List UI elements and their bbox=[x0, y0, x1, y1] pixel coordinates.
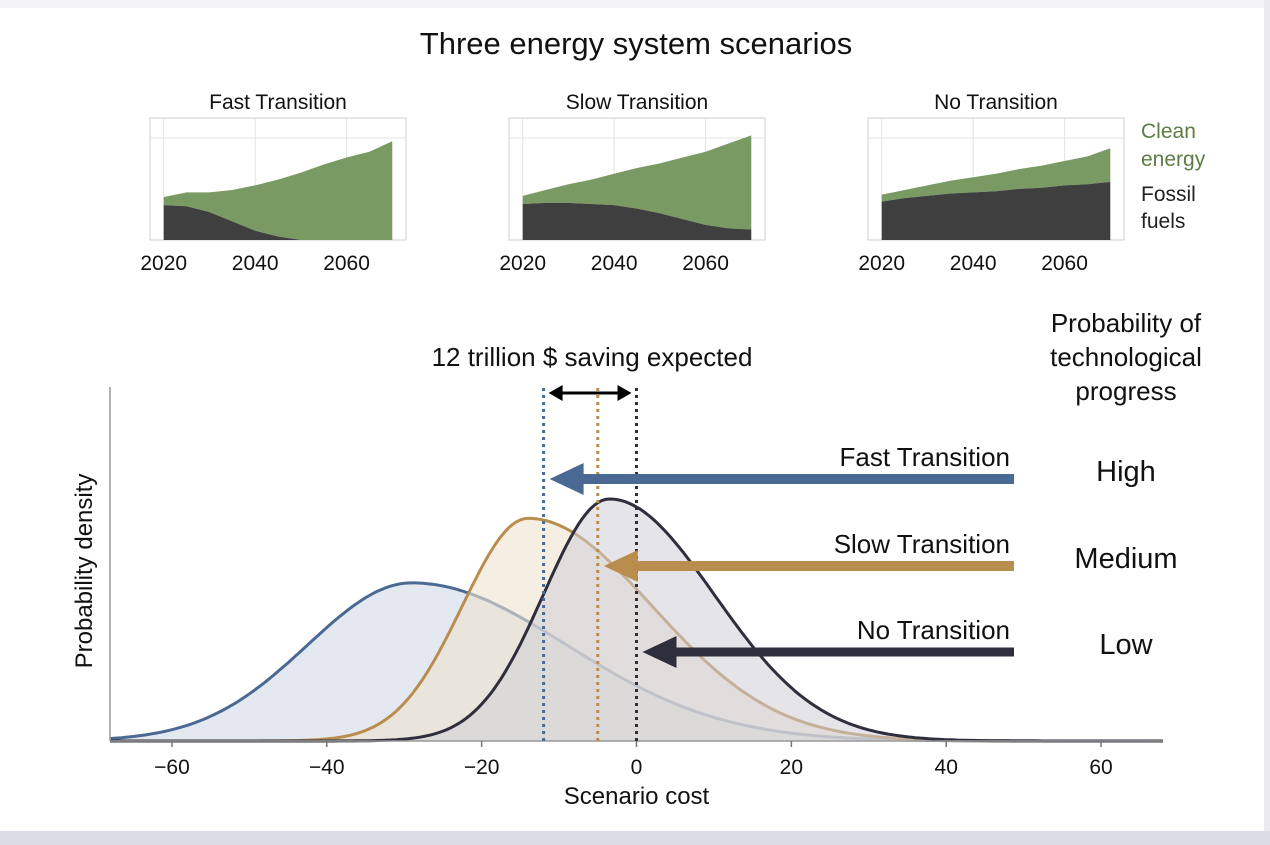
panel-title-fast-transition: Fast Transition bbox=[209, 91, 347, 114]
energy-legend: Clean energy Fossil fuels bbox=[1141, 120, 1206, 233]
legend-clean-line2: energy bbox=[1141, 148, 1206, 171]
panel-tick-label-2040: 2040 bbox=[232, 252, 279, 275]
fossil-fuels-area-slow-transition bbox=[522, 202, 752, 240]
legend-fossil-line2: fuels bbox=[1141, 210, 1185, 233]
panel-tick-label-2020: 2020 bbox=[499, 252, 546, 275]
fossil-fuels-area-fast-transition bbox=[163, 205, 393, 240]
x-tick-label--60: −60 bbox=[154, 756, 190, 779]
x-tick-label-0: 0 bbox=[631, 756, 643, 779]
window-bottom-edge bbox=[0, 831, 1270, 845]
clean-energy-area-slow-transition bbox=[522, 135, 752, 230]
probability-header-line1: Probability of bbox=[1051, 308, 1202, 338]
panel-tick-label-2060: 2060 bbox=[1041, 252, 1088, 275]
panel-tick-label-2020: 2020 bbox=[140, 252, 187, 275]
x-axis-label: Scenario cost bbox=[564, 783, 710, 810]
clean-energy-area-no-transition bbox=[881, 148, 1111, 202]
legend-fossil-line1: Fossil bbox=[1141, 183, 1196, 206]
probability-level-slow-transition: Medium bbox=[1074, 543, 1177, 575]
x-tick-label-40: 40 bbox=[935, 756, 958, 779]
scenario-arrow-label-no-transition: No Transition bbox=[857, 615, 1010, 645]
fossil-fuels-area-no-transition bbox=[881, 181, 1111, 240]
panel-title-no-transition: No Transition bbox=[934, 91, 1058, 114]
panel-tick-label-2020: 2020 bbox=[858, 252, 905, 275]
probability-header-line3: progress bbox=[1075, 376, 1176, 406]
window-right-edge bbox=[1264, 0, 1270, 845]
saving-annotation: 12 trillion $ saving expected bbox=[432, 342, 753, 372]
density-fill-fast-transition bbox=[110, 582, 1163, 741]
scenario-arrow-head-no-transition bbox=[642, 636, 677, 668]
probability-header-line2: technological bbox=[1050, 342, 1202, 372]
x-tick-label-20: 20 bbox=[780, 756, 803, 779]
panel-slow-transition: Slow Transition 2020 2040 2060 bbox=[499, 91, 766, 275]
saving-arrow-right-head bbox=[617, 385, 632, 401]
energy-scenarios-figure: Three energy system scenarios Fast Trans… bbox=[71, 26, 1206, 810]
x-tick-label--40: −40 bbox=[309, 756, 345, 779]
legend-clean-line1: Clean bbox=[1141, 120, 1196, 143]
panel-tick-label-2060: 2060 bbox=[323, 252, 370, 275]
probability-level-fast-transition: High bbox=[1096, 456, 1156, 488]
panel-tick-label-2040: 2040 bbox=[950, 252, 997, 275]
scenario-arrow-label-slow-transition: Slow Transition bbox=[834, 529, 1010, 559]
probability-level-no-transition: Low bbox=[1099, 629, 1153, 661]
x-tick-label--20: −20 bbox=[464, 756, 500, 779]
x-tick-label-60: 60 bbox=[1089, 756, 1112, 779]
cost-distribution-chart: −60 −40 −20 0 20 40 60 Scenario cost Probability… bbox=[71, 385, 1178, 810]
panel-title-slow-transition: Slow Transition bbox=[566, 91, 708, 114]
panel-no-transition: No Transition 2020 2040 2060 bbox=[858, 91, 1125, 275]
clean-energy-area-fast-transition bbox=[163, 141, 393, 240]
panel-tick-label-2040: 2040 bbox=[591, 252, 638, 275]
panel-tick-label-2060: 2060 bbox=[682, 252, 729, 275]
panel-fast-transition: Fast Transition 2020 2040 2060 bbox=[140, 91, 407, 275]
scenario-arrow-label-fast-transition: Fast Transition bbox=[839, 442, 1010, 472]
figure-title: Three energy system scenarios bbox=[420, 26, 852, 61]
window-top-edge bbox=[0, 0, 1270, 8]
scenario-arrow-head-fast-transition bbox=[549, 463, 584, 495]
scenario-arrow-head-slow-transition bbox=[603, 550, 638, 582]
y-axis-label: Probability density bbox=[71, 474, 98, 669]
probability-header: Probability of technological progress bbox=[1050, 308, 1202, 406]
saving-arrow-left-head bbox=[548, 385, 563, 401]
